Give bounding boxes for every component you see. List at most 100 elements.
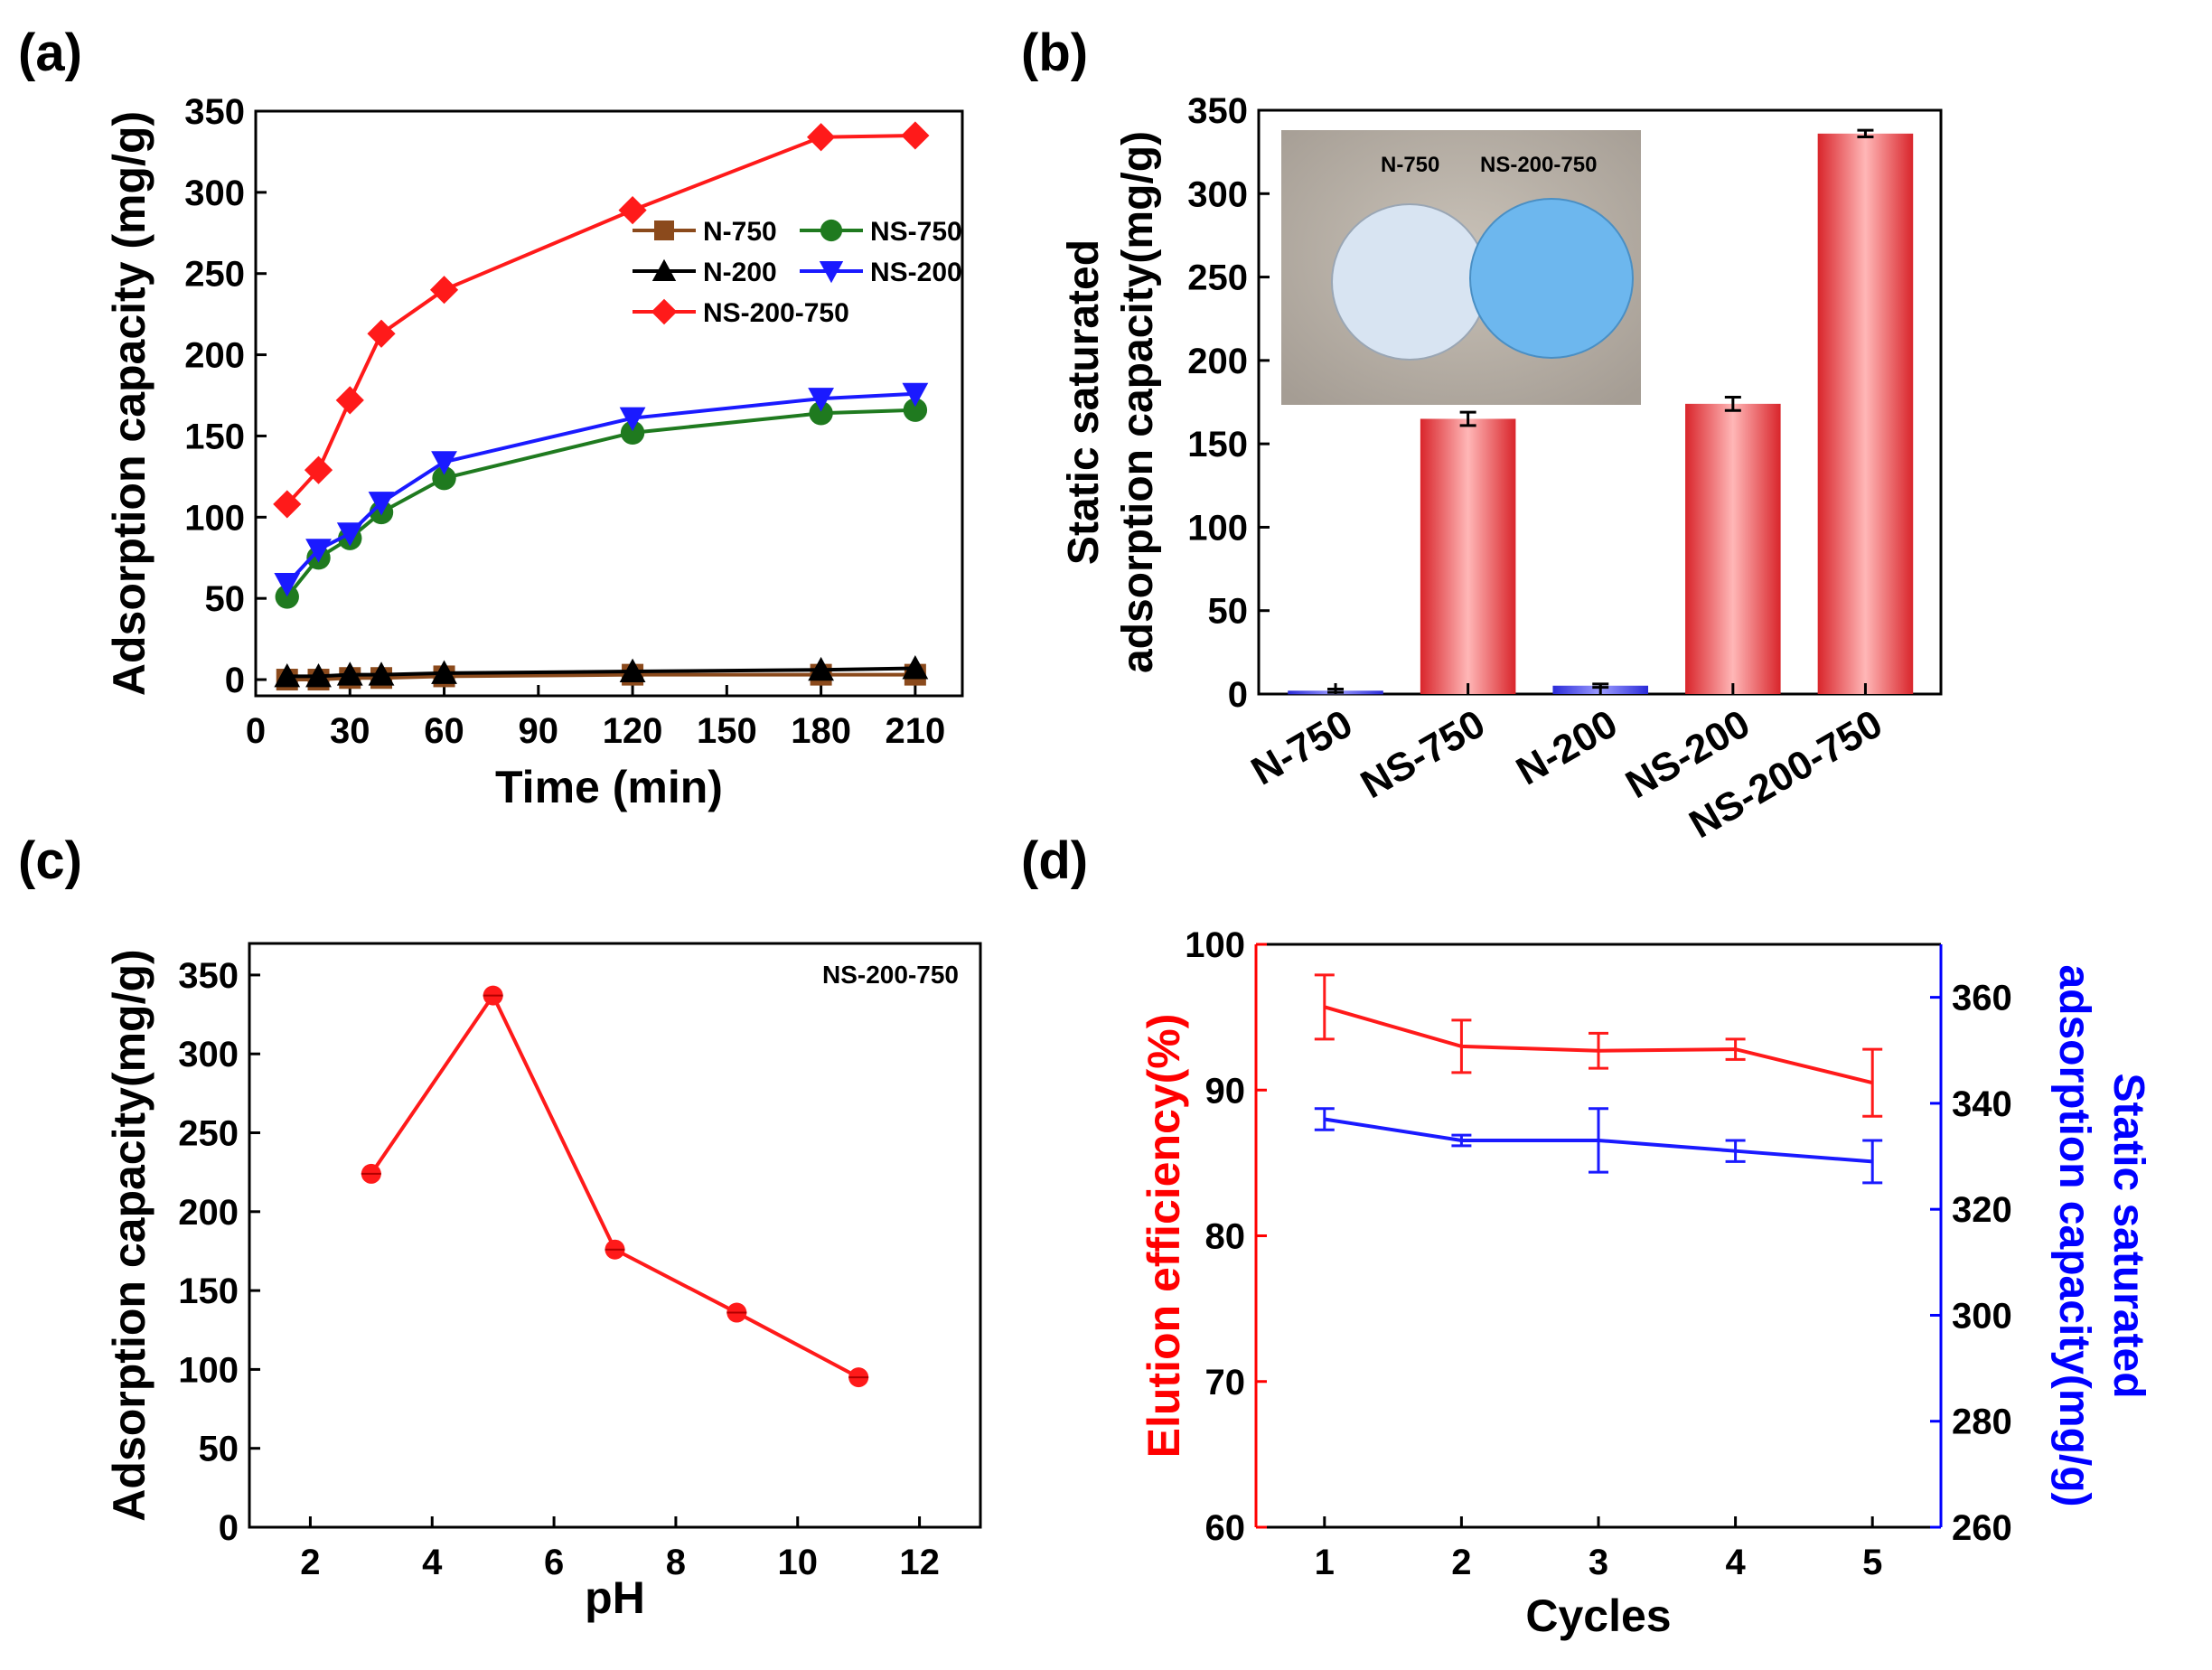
panel-a-legend-marker: [820, 219, 843, 242]
panel-a-x-tick-label: 60: [424, 711, 464, 751]
panel-a-data-point: [808, 656, 834, 681]
panel-a-data-point: [807, 123, 836, 152]
inset-disc-ns200750: [1469, 198, 1634, 359]
panel-a-legend-label: NS-200-750: [703, 298, 849, 328]
panel-a-data-point: [274, 663, 301, 688]
inset-label-ns200750: NS-200-750: [1480, 153, 1597, 177]
panel-a-data-point: [902, 655, 929, 680]
panel-d-right-y-tick-label: 280: [1952, 1403, 2012, 1442]
panel-a-series-NS-200-750: [273, 121, 930, 519]
panel-b-error-bar: [1857, 128, 1874, 139]
panel-a-series-line: [286, 133, 915, 506]
panel-a-data-point: [809, 401, 833, 426]
panel-a-data-point: [618, 196, 647, 225]
panel-a-y-tick-label: 250: [184, 255, 245, 295]
panel-a-data-point: [273, 490, 302, 519]
panel-d-error-bar: [1451, 1018, 1472, 1074]
panel-a-data-point: [368, 661, 395, 686]
panel-b-inset-photo: N-750 NS-200-750: [1281, 130, 1641, 405]
panel-a-data-point: [431, 660, 457, 684]
panel-c-plot-frame: [248, 942, 982, 1529]
panel-label-a: (a): [18, 23, 82, 82]
panel-b-y-axis-label-line: Static saturated: [1060, 239, 1108, 565]
panel-b-error-bar: [1459, 410, 1476, 427]
panel-c-x-axis-label: pH: [585, 1572, 645, 1623]
panel-d-right-y-tick-label: 340: [1952, 1084, 2012, 1124]
panel-c-series-line: [370, 991, 860, 1379]
panel-a-data-point: [432, 465, 456, 491]
panel-a-y-axis-label: Adsorption capacity (mg/g): [104, 111, 155, 696]
panel-b-y-tick-label: 250: [1187, 258, 1248, 298]
panel-a-data-point: [304, 455, 333, 484]
panel-a-x-axis-label: Time (min): [495, 762, 723, 812]
panel-a-y-tick-label: 0: [225, 661, 245, 700]
panel-a-data-point: [901, 121, 930, 150]
panel-c-x-tick-label: 6: [544, 1543, 564, 1582]
panel-a-legend-marker: [651, 298, 678, 325]
panel-b-y-tick-label: 300: [1187, 174, 1248, 214]
panel-c-x-tick-label: 8: [666, 1543, 686, 1582]
panel-a-data-point: [808, 388, 834, 412]
panel-a-x-tick-label: 120: [603, 711, 663, 751]
panel-d-right-y-tick-label: 300: [1952, 1296, 2012, 1336]
panel-b-y-tick-label: 50: [1208, 592, 1249, 632]
panel-label-b: (b): [1021, 23, 1088, 82]
panel-a-data-point: [902, 382, 929, 408]
panel-c-x-tick-label: 12: [899, 1543, 940, 1582]
panel-a-y-tick-label: 150: [184, 417, 245, 456]
panel-d-chart: 1 2 3 4 5 60 70 80 90 100 260 280 300 320 340 360 Cycles…: [1139, 925, 2152, 1641]
panel-b-error-bar: [1724, 395, 1741, 412]
panel-b-y-axis-label-line: adsorption capacity(mg/g): [1114, 131, 1162, 673]
panel-a-y-tick-label: 50: [205, 579, 246, 619]
panel-b-y-axis-label: Static saturated adsorption capacity(mg/g…: [1060, 131, 1162, 673]
panel-c-annotation: NS-200-750: [822, 961, 959, 989]
panel-d-left-y-tick-label: 90: [1205, 1071, 1246, 1111]
panel-a-data-point: [305, 539, 332, 563]
panel-a-x-tick-label: 210: [885, 711, 945, 751]
panel-d-error-bar: [1725, 1139, 1746, 1163]
panel-a-data-point: [903, 398, 928, 422]
panel-d-right-axis-label-line: adsorption capacity(mg/g): [2050, 964, 2098, 1506]
panel-d-x-tick-label: 1: [1315, 1543, 1335, 1582]
panel-d-right-y-tick-label: 320: [1952, 1190, 2012, 1230]
panel-a-data-point: [305, 663, 332, 688]
panel-b-y-tick-label: 0: [1228, 675, 1248, 715]
panel-d-right-y-tick-label: 360: [1952, 979, 2012, 1018]
panel-b-y-tick-label: 150: [1187, 425, 1248, 464]
panel-d-x-tick-label: 4: [1725, 1543, 1746, 1582]
panel-c-y-tick-label: 0: [219, 1508, 239, 1548]
panel-c-x-tick-label: 4: [422, 1543, 443, 1582]
panel-d-right-axis-label-line: Static saturated: [2104, 1073, 2152, 1398]
panel-a-data-point: [335, 386, 364, 415]
panel-a-y-tick-label: 200: [184, 336, 245, 376]
panel-a-data-point: [274, 572, 301, 597]
panel-c-y-tick-label: 250: [178, 1114, 239, 1154]
panel-a-x-tick-label: 180: [791, 711, 851, 751]
panel-d-left-y-tick-label: 60: [1205, 1508, 1246, 1548]
panel-d-right-y-tick-label: 260: [1952, 1508, 2012, 1548]
panel-b-x-tick-label: N-750: [1244, 701, 1360, 793]
panel-c-y-tick-label: 50: [199, 1430, 239, 1469]
panel-d-error-bar: [1862, 1139, 1883, 1185]
panel-d-x-axis-label: Cycles: [1525, 1590, 1671, 1641]
panel-b-y-tick-label: 350: [1187, 91, 1248, 131]
panel-d-series-left: [1314, 973, 1883, 1118]
panel-a-x-tick-label: 150: [697, 711, 757, 751]
panel-a-legend-label: N-200: [703, 258, 777, 287]
panel-c-x-tick-label: 10: [778, 1543, 819, 1582]
panel-a-y-tick-label: 300: [184, 174, 245, 213]
panel-d-error-bar: [1725, 1037, 1746, 1061]
panel-c-y-tick-label: 150: [178, 1271, 239, 1311]
panel-a-y-tick-label: 350: [184, 92, 245, 132]
panel-d-series-right: [1314, 1107, 1883, 1185]
panel-c-y-tick-label: 100: [178, 1350, 239, 1390]
panel-a-data-point: [368, 492, 395, 516]
panel-a-y-tick-label: 100: [184, 498, 245, 538]
panel-d-x-tick-label: 2: [1451, 1543, 1471, 1582]
panel-d-error-bar: [1451, 1133, 1472, 1148]
panel-a-legend-label: NS-750: [870, 217, 962, 247]
panel-a-data-point: [429, 276, 459, 305]
panel-a-legend-marker: [651, 258, 677, 281]
